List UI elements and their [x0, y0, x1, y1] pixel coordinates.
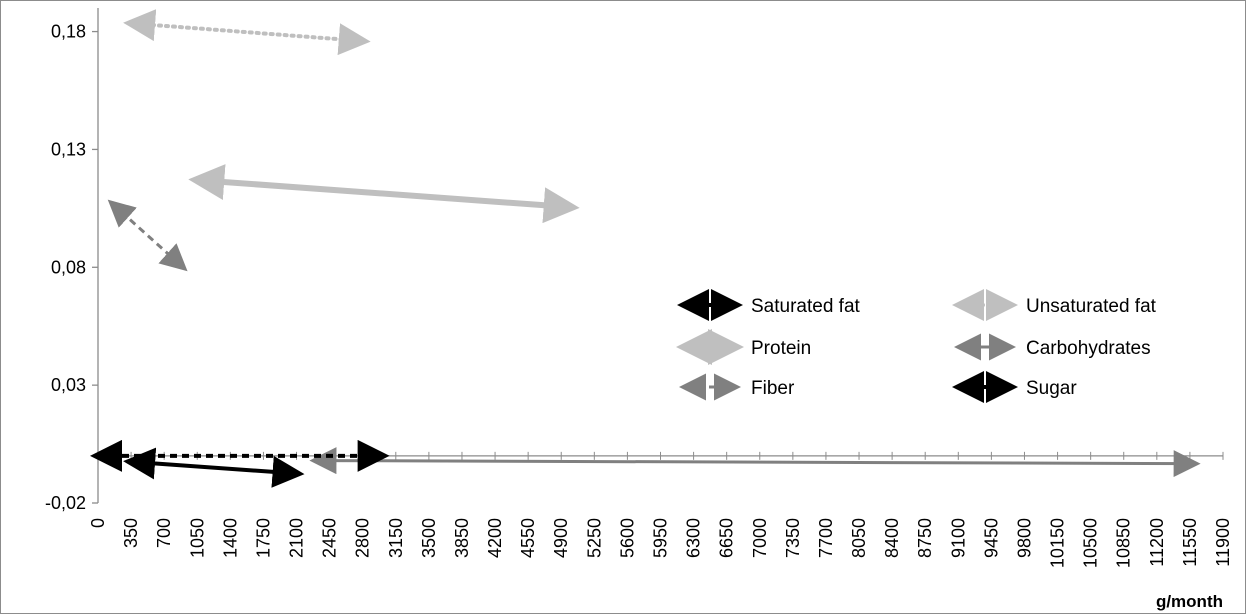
x-tick-label: 9100: [948, 518, 968, 558]
x-tick-label: 10500: [1081, 518, 1101, 568]
x-tick-label: 3150: [386, 518, 406, 558]
x-tick-label: 6300: [684, 518, 704, 558]
x-tick-label: 4550: [518, 518, 538, 558]
series-line-unsaturated-fat: [123, 9, 371, 56]
y-tick-label: 0,08: [51, 257, 86, 277]
series-line-saturated-fat: [123, 447, 305, 488]
x-tick-label: 9450: [981, 518, 1001, 558]
x-tick-label: 7350: [783, 518, 803, 558]
legend-label-unsaturated-fat: Unsaturated fat: [1026, 296, 1157, 317]
x-tick-label: 3850: [452, 518, 472, 558]
x-tick-label: 8050: [849, 518, 869, 558]
x-tick-label: 4200: [485, 518, 505, 558]
x-tick-label: 5600: [617, 518, 637, 558]
x-tick-label: 1400: [220, 518, 240, 558]
x-tick-label: 2450: [320, 518, 340, 558]
legend-label-carbohydrates: Carbohydrates: [1026, 338, 1151, 359]
x-tick-label: 0: [88, 518, 108, 528]
x-tick-label: 5250: [584, 518, 604, 558]
x-axis-ticks: 0 350 700 1050 1400 1750 2100 2450 2800 3150 3500 3…: [88, 451, 1233, 568]
x-tick-label: 10150: [1048, 518, 1068, 568]
x-tick-label: 8400: [882, 518, 902, 558]
x-tick-label: 7700: [816, 518, 836, 558]
series-line-protein: [188, 164, 580, 224]
series-line-fiber: [107, 199, 188, 272]
x-tick-label: 11200: [1147, 518, 1167, 567]
y-tick-label: 0,13: [51, 139, 86, 159]
legend-label-sugar: Sugar: [1026, 378, 1077, 399]
x-tick-label: 700: [154, 518, 174, 548]
legend-label-fiber: Fiber: [751, 378, 795, 399]
x-axis-title: g/month: [1156, 592, 1223, 611]
legend-label-protein: Protein: [751, 338, 811, 359]
y-tick-label: -0,02: [45, 493, 86, 513]
x-tick-label: 6650: [717, 518, 737, 558]
axes: [97, 8, 1223, 503]
x-tick-label: 4900: [551, 518, 571, 558]
x-tick-label: 11900: [1213, 518, 1233, 567]
x-tick-label: 11550: [1180, 518, 1200, 567]
x-tick-label: 1750: [253, 518, 273, 558]
series-layer: [90, 9, 1201, 488]
y-tick-label: 0,03: [51, 375, 86, 395]
x-tick-label: 8750: [915, 518, 935, 558]
x-tick-label: 1050: [187, 518, 207, 558]
x-tick-label: 5950: [651, 518, 671, 558]
series-line-carbohydrates: [309, 447, 1201, 478]
x-tick-label: 10850: [1114, 518, 1134, 568]
x-tick-label: 9800: [1014, 518, 1034, 558]
y-axis-ticks: -0,02 0,03 0,08 0,13 0,18: [45, 22, 98, 513]
x-tick-label: 2100: [287, 518, 307, 558]
x-tick-label: 350: [121, 518, 141, 548]
x-tick-label: 7000: [750, 518, 770, 558]
x-tick-label: 3500: [419, 518, 439, 558]
x-tick-label: 2800: [353, 518, 373, 558]
legend: Saturated fat Unsaturated fat Protein Carbo…: [676, 289, 1157, 403]
y-tick-label: 0,18: [51, 22, 86, 42]
legend-label-saturated-fat: Saturated fat: [751, 296, 861, 317]
